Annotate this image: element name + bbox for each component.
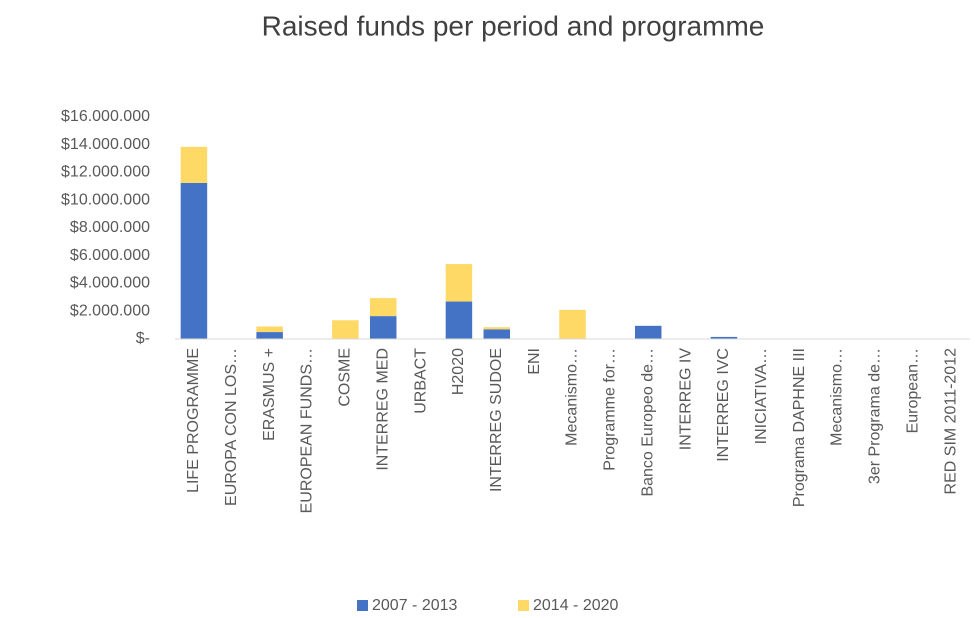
x-tick-label: Mecanismo… (564, 348, 581, 446)
legend-swatch (518, 600, 529, 611)
legend-swatch (357, 600, 368, 611)
bar-segment (483, 329, 511, 339)
bar-segment (445, 264, 473, 302)
bar-segment (710, 336, 738, 339)
x-tick-label: EUROPA CON LOS… (223, 348, 240, 506)
legend-label: 2014 - 2020 (533, 597, 619, 614)
x-tick-label: INTERREG IV (677, 348, 694, 451)
bar-segment (256, 326, 283, 333)
bar-segment (180, 146, 208, 183)
bar-segment (559, 309, 586, 339)
y-tick-label: $16.000.000 (61, 108, 150, 125)
x-tick-label: Programme for… (602, 348, 619, 471)
bar-segment (634, 325, 662, 339)
x-tick-label: INTERREG MED (374, 348, 391, 471)
bar-segment (445, 301, 473, 339)
y-tick-label: $2.000.000 (70, 302, 150, 319)
x-tick-label: INICIATIVA… (753, 348, 770, 444)
x-tick-label: European… (904, 348, 921, 433)
x-tick-label: Programa DAPHNE III (791, 348, 808, 507)
x-tick-label: 3er Programa de… (867, 348, 884, 484)
bar-segment (483, 327, 511, 330)
x-tick-label: Banco Europeo de… (639, 348, 656, 497)
x-tick-label: ENI (526, 348, 543, 375)
x-tick-label: INTERREG IVC (715, 348, 732, 462)
y-tick-label: $8.000.000 (70, 219, 150, 236)
x-tick-label: RED SIM 2011-2012 (942, 348, 959, 495)
bar-segment (332, 320, 359, 339)
bar-segment (369, 316, 397, 339)
x-tick-label: H2020 (450, 348, 467, 395)
chart-title: Raised funds per period and programme (262, 10, 765, 41)
y-tick-label: $12.000.000 (61, 164, 150, 181)
x-tick-label: EUROPEAN FUNDS… (299, 348, 316, 513)
x-tick-label: COSME (337, 348, 354, 407)
x-tick-label: LIFE PROGRAMME (185, 348, 202, 493)
y-tick-label: $14.000.000 (61, 136, 150, 153)
x-tick-label: Mecanismo… (829, 348, 846, 446)
y-tick-label: $- (136, 330, 150, 347)
legend-label: 2007 - 2013 (372, 597, 458, 614)
bar-segment (180, 182, 208, 339)
y-tick-label: $4.000.000 (70, 275, 150, 292)
x-tick-label: INTERREG SUDOE (488, 348, 505, 492)
x-tick-label: ERASMUS + (261, 348, 278, 441)
y-tick-label: $6.000.000 (70, 247, 150, 264)
x-tick-label: URBACT (412, 348, 429, 414)
y-tick-label: $10.000.000 (61, 191, 150, 208)
bar-segment (256, 332, 283, 339)
bar-segment (369, 298, 397, 317)
